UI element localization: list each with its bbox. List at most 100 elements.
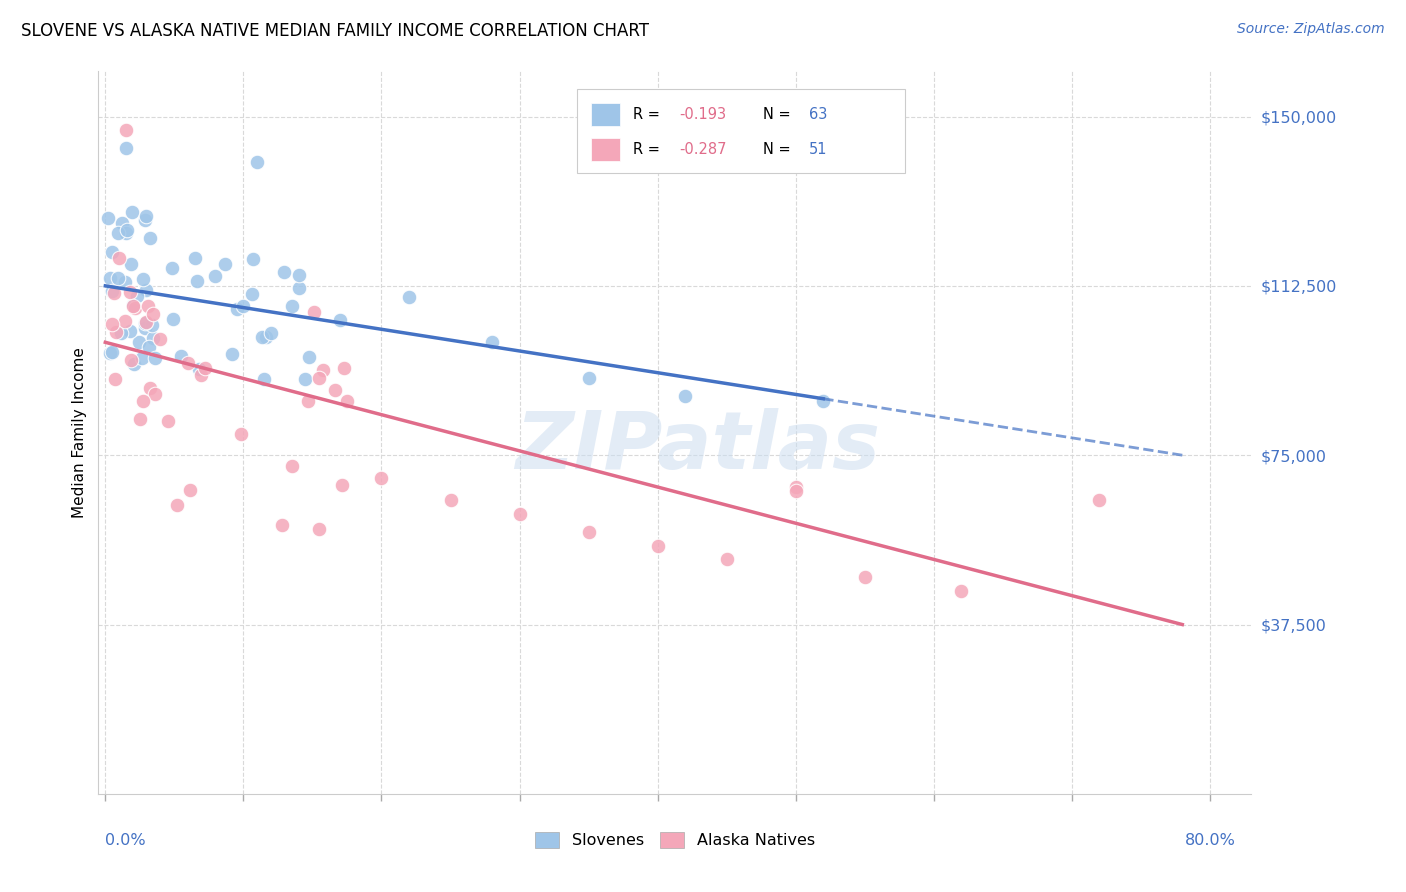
Point <box>673 389 696 403</box>
Point <box>194 360 217 375</box>
Point <box>97 211 120 225</box>
Point <box>323 383 346 397</box>
Point <box>578 371 600 385</box>
Point <box>329 312 352 326</box>
Legend: Slovenes, Alaska Natives: Slovenes, Alaska Natives <box>529 825 821 855</box>
Point <box>288 281 311 295</box>
Text: R =: R = <box>633 142 665 157</box>
Text: 63: 63 <box>808 107 827 122</box>
Point <box>135 210 157 224</box>
Point <box>370 471 392 485</box>
Point <box>204 269 226 284</box>
Point <box>127 289 149 303</box>
Point <box>170 349 193 363</box>
FancyBboxPatch shape <box>591 137 620 161</box>
Point <box>1088 493 1111 508</box>
Point <box>260 326 283 341</box>
Point <box>312 363 335 377</box>
Point <box>107 251 129 265</box>
Point <box>101 345 124 359</box>
Point <box>120 353 142 368</box>
Point <box>142 307 165 321</box>
Point <box>853 570 876 584</box>
Point <box>308 522 330 536</box>
Point <box>179 483 201 498</box>
Point <box>141 318 163 332</box>
Point <box>280 299 302 313</box>
Point <box>187 362 209 376</box>
Text: R =: R = <box>633 107 665 122</box>
Point <box>232 299 254 313</box>
Point <box>128 335 150 350</box>
Y-axis label: Median Family Income: Median Family Income <box>72 347 87 518</box>
Point <box>110 326 132 340</box>
Point <box>162 311 184 326</box>
Point <box>190 368 212 383</box>
Point <box>118 285 141 300</box>
Point <box>103 286 125 301</box>
Point <box>145 387 167 401</box>
Text: Source: ZipAtlas.com: Source: ZipAtlas.com <box>1237 22 1385 37</box>
Point <box>124 301 146 315</box>
Point <box>107 271 129 285</box>
Point <box>950 583 973 598</box>
Point <box>132 394 155 409</box>
Point <box>139 381 162 395</box>
Point <box>509 507 531 521</box>
Point <box>287 268 309 282</box>
Point <box>98 270 121 285</box>
Point <box>184 252 207 266</box>
Point <box>186 274 208 288</box>
Point <box>304 305 326 319</box>
Point <box>273 265 295 279</box>
Point <box>129 411 152 425</box>
Point <box>294 372 316 386</box>
Point <box>221 346 243 360</box>
Point <box>813 394 835 409</box>
Point <box>115 123 138 137</box>
Point <box>166 498 188 512</box>
Point <box>131 351 153 366</box>
Point <box>177 356 200 370</box>
Point <box>134 316 156 330</box>
Point <box>252 372 274 386</box>
Point <box>132 272 155 286</box>
FancyBboxPatch shape <box>576 89 905 172</box>
Point <box>135 315 157 329</box>
Point <box>115 223 138 237</box>
Point <box>139 231 162 245</box>
Point <box>297 350 319 364</box>
Point <box>114 314 136 328</box>
Point <box>134 320 156 334</box>
Point <box>115 226 138 240</box>
Text: 51: 51 <box>808 142 827 157</box>
Point <box>297 393 319 408</box>
Point <box>114 275 136 289</box>
Point <box>716 552 738 566</box>
Point <box>120 257 142 271</box>
Point <box>398 290 420 304</box>
Point <box>578 524 600 539</box>
Point <box>226 301 249 316</box>
Point <box>240 287 263 301</box>
Point <box>107 226 129 240</box>
Point <box>336 393 359 408</box>
Point <box>101 244 124 259</box>
Point <box>246 154 269 169</box>
Point <box>143 351 166 365</box>
Point <box>101 317 124 331</box>
Point <box>120 324 142 338</box>
Point <box>229 427 252 442</box>
Point <box>134 213 156 227</box>
Point <box>101 284 124 298</box>
Text: -0.287: -0.287 <box>679 142 727 157</box>
Point <box>271 517 294 532</box>
Point <box>308 371 330 385</box>
FancyBboxPatch shape <box>591 103 620 126</box>
Point <box>242 252 264 266</box>
Point <box>122 299 145 313</box>
Point <box>332 361 354 376</box>
Point <box>136 299 159 313</box>
Text: 80.0%: 80.0% <box>1184 833 1236 847</box>
Point <box>156 414 179 428</box>
